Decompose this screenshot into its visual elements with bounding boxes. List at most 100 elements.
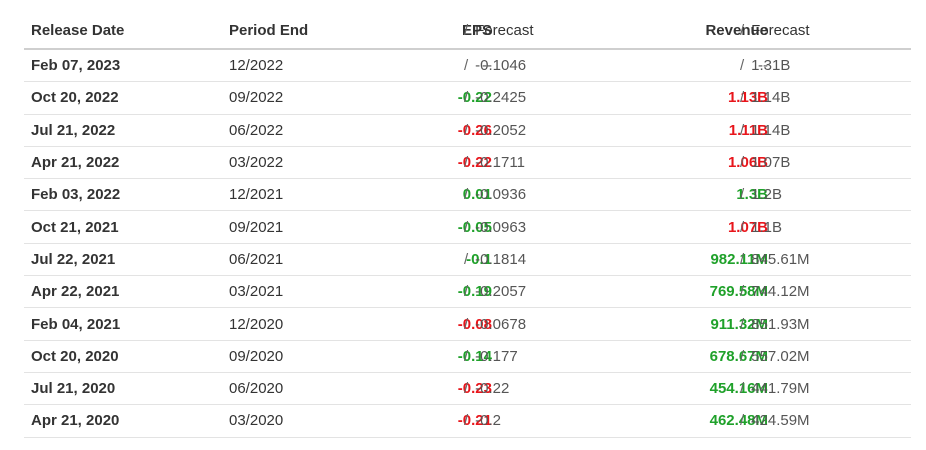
revenue-separator: / — [740, 186, 745, 204]
eps-forecast: -0.177 — [475, 347, 518, 365]
eps-forecast-cell: / -0.2052 — [464, 115, 526, 146]
revenue-actual: -- — [758, 57, 768, 75]
eps-actual: -0.26 — [457, 121, 492, 139]
eps-cell: -0.26 — [264, 115, 492, 146]
header-revenue-forecast: / Forecast — [740, 12, 810, 48]
eps-cell: -0.05 — [264, 211, 492, 242]
revenue-cell: 678.67M — [584, 341, 768, 372]
table-row: Feb 07, 2023 12/2022 -- / -0.1046 -- / 1… — [24, 50, 911, 83]
period-end-cell: 03/2022 — [229, 154, 284, 172]
revenue-cell: 769.58M — [584, 276, 768, 307]
release-date-cell: Apr 21, 2022 — [31, 154, 120, 172]
revenue-forecast: 1.07B — [751, 154, 791, 172]
period-end-cell: 12/2022 — [229, 57, 284, 75]
header-eps-label[interactable]: EPS — [461, 21, 492, 39]
release-date-cell: Feb 07, 2023 — [31, 57, 121, 75]
revenue-forecast-cell: / 1.14B — [740, 82, 790, 113]
header-revenue-forecast-label[interactable]: Forecast — [751, 21, 810, 39]
period-end-cell: 12/2020 — [229, 315, 284, 333]
eps-separator: / — [464, 347, 469, 365]
revenue-actual: 1.3B — [736, 186, 768, 204]
revenue-forecast-cell: / 1.2B — [740, 179, 782, 210]
eps-cell: -0.08 — [264, 308, 492, 339]
revenue-actual: 1.13B — [727, 89, 768, 107]
revenue-separator: / — [740, 412, 745, 430]
eps-cell: 0.01 — [264, 179, 492, 210]
eps-forecast-cell: / -0.2057 — [464, 276, 526, 307]
header-period-end[interactable]: Period End — [229, 21, 309, 39]
revenue-forecast-cell: / 1.1B — [740, 211, 782, 242]
eps-separator: / — [464, 89, 469, 107]
eps-forecast: -0.0936 — [475, 186, 527, 204]
eps-separator: / — [464, 412, 469, 430]
release-date-cell: Jul 21, 2022 — [31, 121, 116, 139]
eps-separator: / — [464, 380, 469, 398]
eps-separator: / — [464, 57, 469, 75]
revenue-forecast-cell: / 1.31B — [740, 50, 790, 81]
revenue-forecast: 845.61M — [751, 250, 810, 268]
revenue-cell: 911.32M — [584, 308, 768, 339]
eps-actual: -0.22 — [457, 89, 492, 107]
earnings-table: Release Date Period End EPS / Forecast R… — [24, 12, 911, 438]
eps-cell: -0.21 — [264, 405, 492, 436]
eps-forecast-cell: / -0.1711 — [464, 147, 525, 178]
eps-cell: -0.19 — [264, 276, 492, 307]
revenue-forecast: 557.02M — [751, 347, 810, 365]
revenue-cell: 982.11M — [584, 244, 768, 275]
period-end-cell: 06/2022 — [229, 121, 284, 139]
eps-actual: -0.19 — [457, 283, 492, 301]
table-row: Jul 21, 2020 06/2020 -0.23 / -0.22 454.1… — [24, 373, 911, 406]
revenue-cell: 1.06B — [584, 147, 768, 178]
table-row: Feb 04, 2021 12/2020 -0.08 / -0.0678 911… — [24, 308, 911, 341]
header-eps: EPS — [264, 12, 492, 48]
release-date-cell: Oct 20, 2020 — [31, 347, 119, 365]
eps-separator: / — [464, 154, 469, 172]
revenue-separator: / — [740, 250, 745, 268]
header-release-date[interactable]: Release Date — [31, 21, 125, 39]
eps-actual: -- — [482, 57, 492, 75]
table-row: Apr 21, 2020 03/2020 -0.21 / -0.2 462.48… — [24, 405, 911, 438]
revenue-forecast: 1.31B — [751, 57, 791, 75]
revenue-forecast-cell: / 441.79M — [740, 373, 810, 404]
revenue-separator: / — [740, 283, 745, 301]
header-revenue-label[interactable]: Revenue — [705, 21, 768, 39]
eps-actual: -0.22 — [457, 154, 492, 172]
eps-forecast-cell: / -0.0936 — [464, 179, 526, 210]
period-end-cell: 09/2022 — [229, 89, 284, 107]
eps-separator: / — [464, 218, 469, 236]
revenue-actual: 769.58M — [709, 283, 768, 301]
period-end-cell: 06/2020 — [229, 380, 284, 398]
release-date-cell: Jul 22, 2021 — [31, 250, 116, 268]
table-row: Jul 22, 2021 06/2021 -0.1 / -0.1814 982.… — [24, 244, 911, 277]
eps-actual: -0.14 — [457, 347, 492, 365]
table-row: Apr 21, 2022 03/2022 -0.22 / -0.1711 1.0… — [24, 147, 911, 180]
revenue-cell: 1.07B — [584, 211, 768, 242]
eps-separator: / — [464, 283, 469, 301]
release-date-cell: Feb 03, 2022 — [31, 186, 121, 204]
eps-actual: 0.01 — [462, 186, 492, 204]
eps-actual: -0.05 — [457, 218, 492, 236]
revenue-forecast-cell: / 744.12M — [740, 276, 810, 307]
period-end-cell: 06/2021 — [229, 250, 284, 268]
revenue-forecast-cell: / 424.59M — [740, 405, 810, 436]
revenue-separator: / — [740, 89, 745, 107]
revenue-cell: 462.48M — [584, 405, 768, 436]
eps-forecast-cell: / -0.177 — [464, 341, 518, 372]
header-eps-separator: / — [464, 21, 469, 39]
table-row: Oct 21, 2021 09/2021 -0.05 / -0.0963 1.0… — [24, 211, 911, 244]
eps-actual: -0.21 — [457, 412, 492, 430]
eps-forecast: -0.2425 — [475, 89, 527, 107]
revenue-actual: 462.48M — [709, 412, 768, 430]
revenue-forecast: 1.2B — [751, 186, 783, 204]
eps-forecast: -0.2 — [475, 412, 502, 430]
revenue-separator: / — [740, 315, 745, 333]
revenue-separator: / — [740, 57, 745, 75]
header-eps-forecast-label[interactable]: Forecast — [475, 21, 534, 39]
period-end-cell: 09/2020 — [229, 347, 284, 365]
eps-forecast-cell: / -0.0678 — [464, 308, 526, 339]
revenue-forecast: 424.59M — [751, 412, 810, 430]
eps-separator: / — [464, 186, 469, 204]
table-row: Jul 21, 2022 06/2022 -0.26 / -0.2052 1.1… — [24, 115, 911, 147]
eps-forecast: -0.2057 — [475, 283, 527, 301]
eps-cell: -0.1 — [264, 244, 492, 275]
